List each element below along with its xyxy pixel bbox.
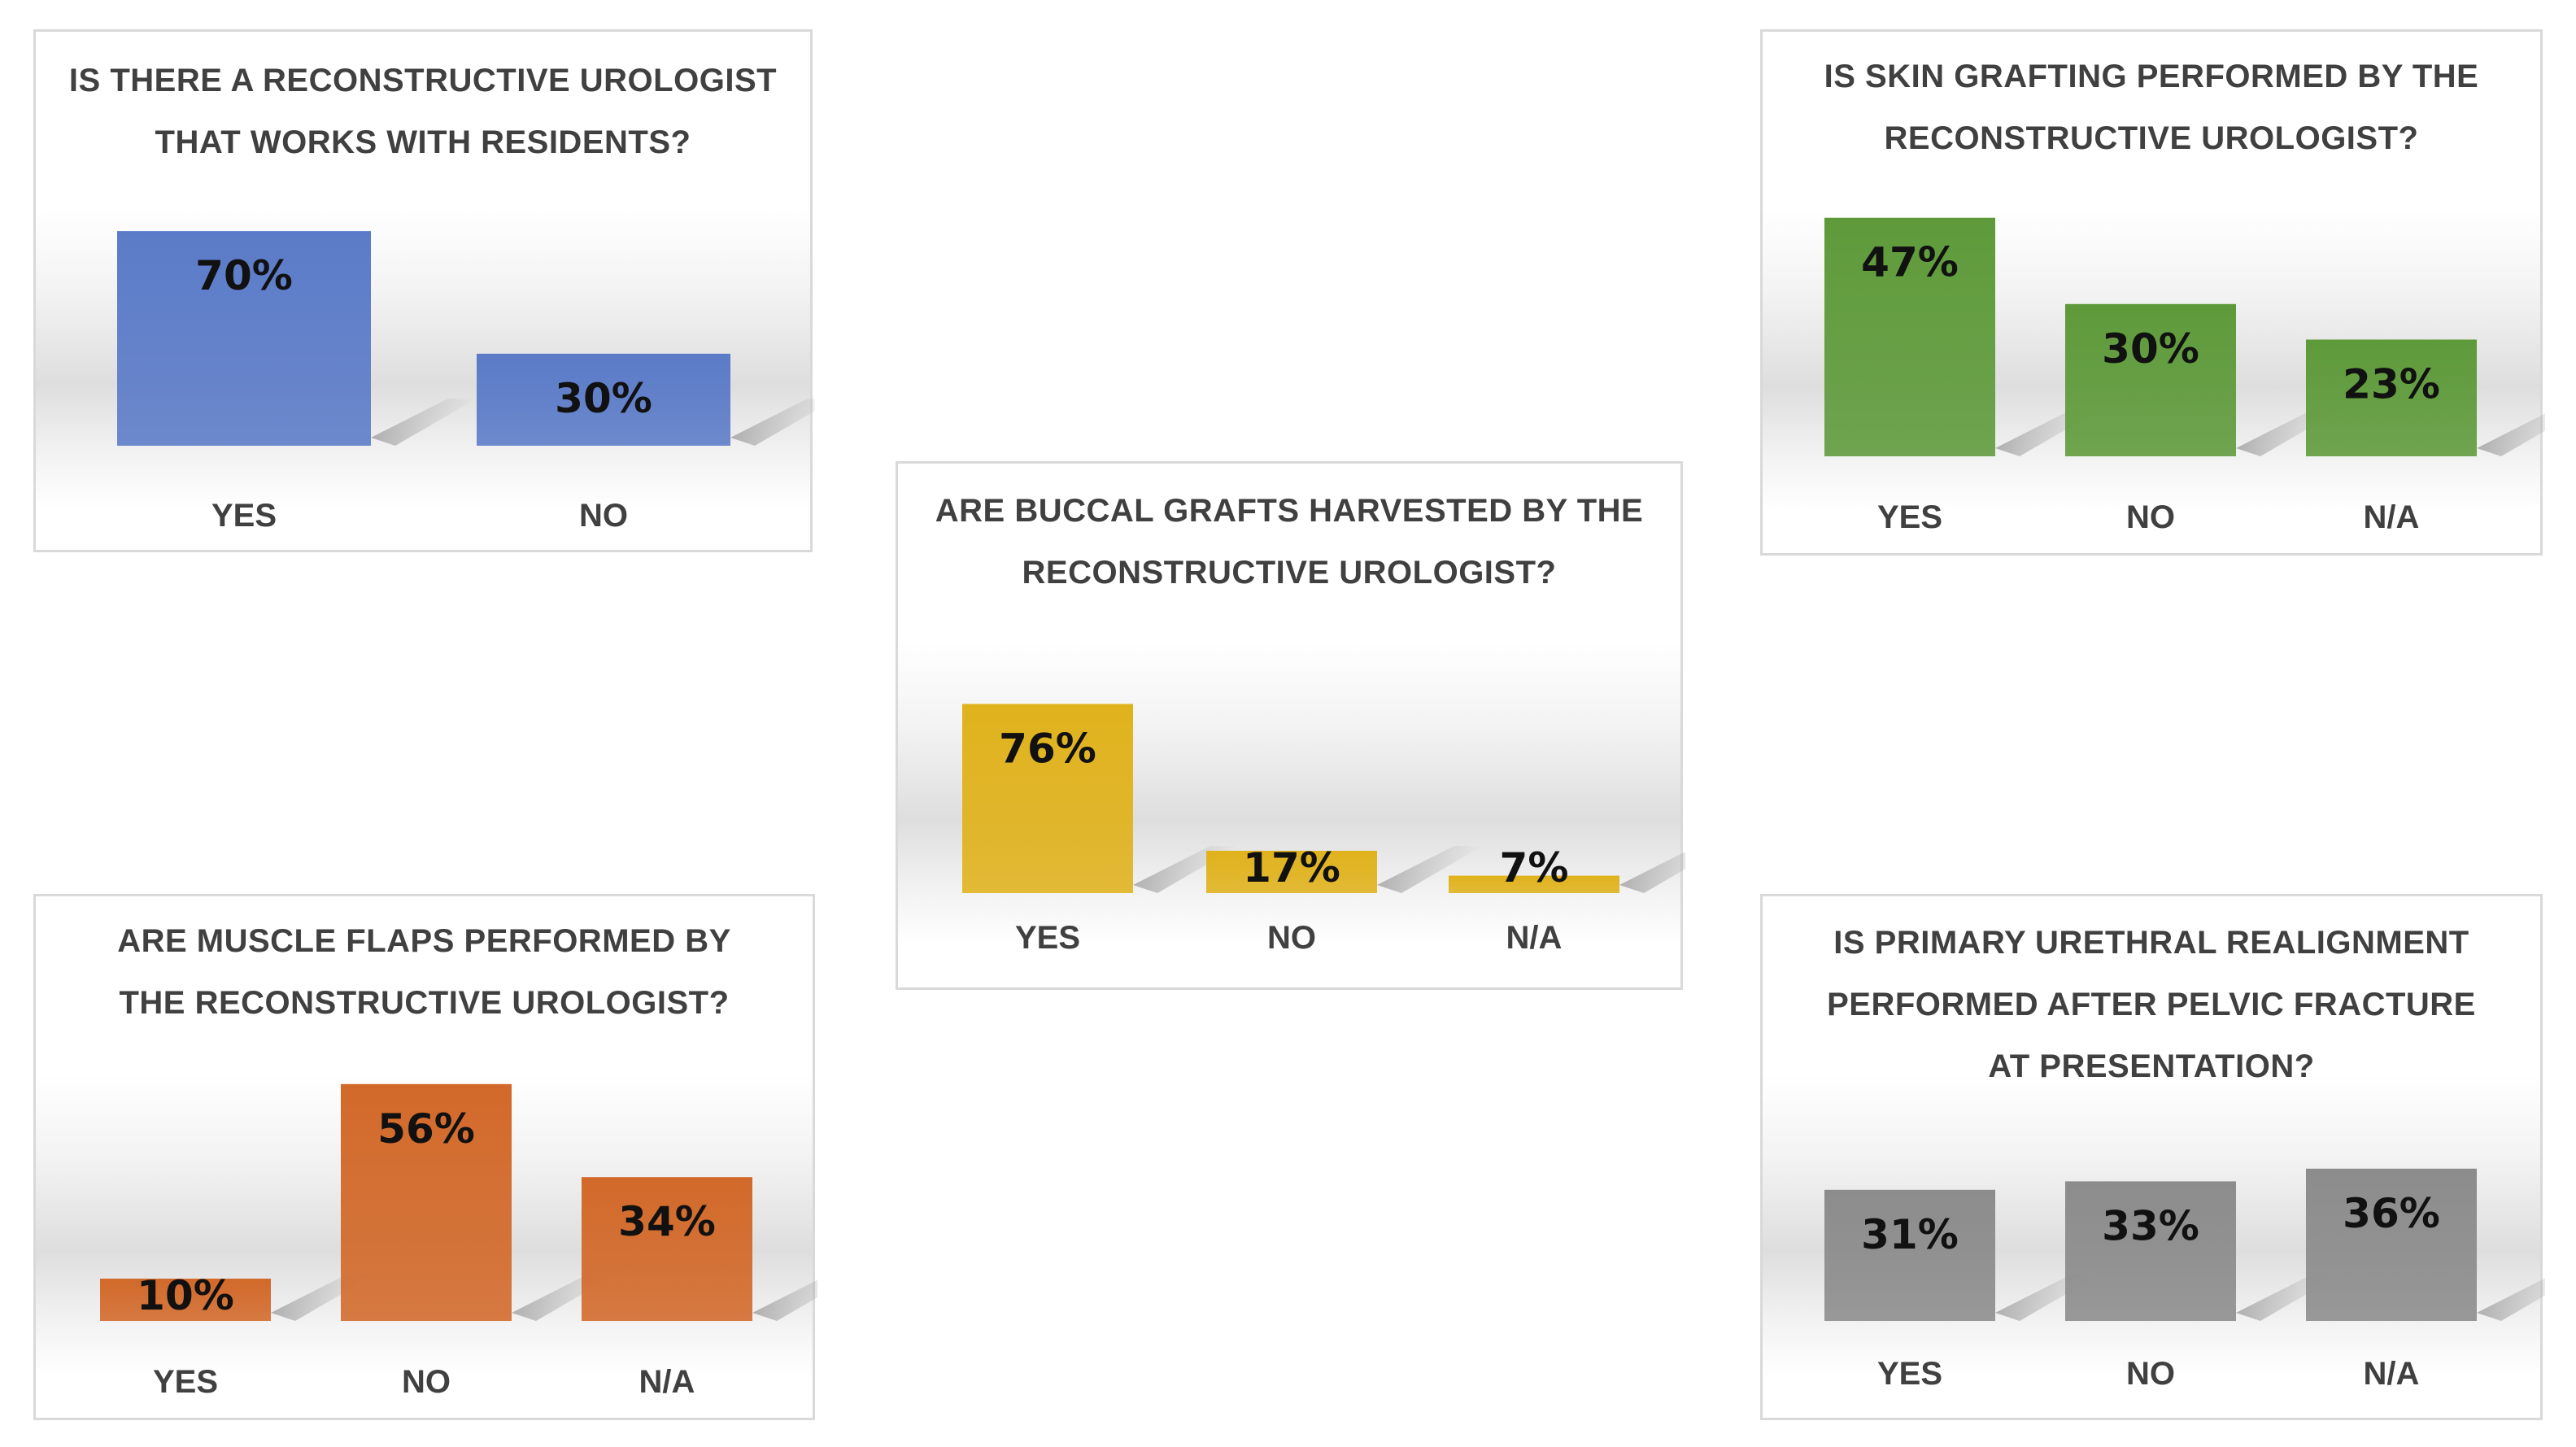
bar (2065, 1181, 2236, 1321)
category-label: N/A (2364, 1356, 2420, 1392)
chart-muscle-flaps: ARE MUSCLE FLAPS PERFORMED BY THE RECONS… (33, 894, 817, 1420)
bar-shadow (371, 399, 477, 446)
category-label: YES (1015, 920, 1080, 956)
data-label: 47% (1861, 239, 1959, 286)
category-label: YES (1877, 1356, 1942, 1392)
bar (1824, 1189, 1995, 1321)
chart-title-line: ARE MUSCLE FLAPS PERFORMED BY (117, 923, 731, 959)
chart-title-line: IS SKIN GRAFTING PERFORMED BY THE (1824, 59, 2479, 94)
chart-title: IS SKIN GRAFTING PERFORMED BY THE RECONS… (1763, 46, 2540, 169)
bar (582, 1177, 752, 1321)
bar-shadow (2477, 413, 2545, 456)
category-label: NO (579, 498, 628, 534)
bar-chart: 47% YES 30% NO 23% N/A (1824, 217, 2545, 535)
category-label: NO (1267, 920, 1316, 956)
chart-title-line: THAT WORKS WITH RESIDENTS? (155, 124, 691, 160)
category-label: YES (211, 498, 277, 534)
data-label: 33% (2102, 1202, 2199, 1249)
category-label: NO (2126, 1356, 2175, 1392)
chart-title: ARE MUSCLE FLAPS PERFORMED BY THE RECONS… (36, 910, 813, 1034)
chart-title-line: PERFORMED AFTER PELVIC FRACTURE (1827, 987, 2476, 1022)
bar (100, 1279, 271, 1321)
bar (2306, 339, 2477, 456)
bar (962, 704, 1133, 893)
data-label: 56% (377, 1105, 475, 1153)
category-label: N/A (1506, 920, 1563, 956)
bar (1206, 850, 1377, 893)
category-label: YES (153, 1364, 218, 1400)
chart-buccal-grafts: ARE BUCCAL GRAFTS HARVESTED BY THE RECON… (896, 461, 1685, 990)
bar (1824, 217, 1995, 456)
bar-shadow (2477, 1278, 2545, 1321)
category-label: N/A (2364, 499, 2420, 535)
data-label: 36% (2343, 1190, 2440, 1237)
category-label: YES (1877, 499, 1942, 535)
bar-chart: 10% YES 56% NO 34% N/A (100, 1083, 817, 1400)
chart-title-line: ARE BUCCAL GRAFTS HARVESTED BY THE (935, 493, 1644, 529)
bar (2306, 1168, 2477, 1321)
data-label: 30% (2102, 325, 2199, 373)
data-label: 30% (555, 375, 652, 422)
bar (2065, 303, 2236, 456)
chart-title: IS PRIMARY URETHRAL REALIGNMENT PERFORME… (1763, 912, 2540, 1097)
bar-shadow (730, 399, 815, 446)
data-label: 34% (618, 1198, 716, 1245)
bar (117, 231, 371, 446)
chart-skin-grafting: IS SKIN GRAFTING PERFORMED BY THE RECONS… (1760, 29, 2545, 556)
bar-shadow (1377, 846, 1483, 893)
bar-shadow (752, 1279, 817, 1321)
chart-title-line: RECONSTRUCTIVE UROLOGIST? (1884, 120, 2419, 156)
bar (341, 1083, 512, 1321)
category-label: NO (402, 1364, 451, 1400)
chart-title: IS THERE A RECONSTRUCTIVE UROLOGIST THAT… (36, 50, 810, 173)
bar-chart: 70% YES 30% NO (117, 231, 815, 534)
chart-title-line: AT PRESENTATION? (1988, 1048, 2315, 1084)
data-label: 7% (1500, 844, 1569, 891)
category-label: NO (2126, 499, 2175, 535)
chart-title-line: IS THERE A RECONSTRUCTIVE UROLOGIST (68, 63, 778, 98)
data-label: 70% (195, 252, 293, 299)
chart-title-line: THE RECONSTRUCTIVE UROLOGIST? (119, 985, 730, 1021)
data-label: 76% (999, 725, 1096, 772)
bar (1449, 875, 1619, 893)
bar-shadow (1619, 852, 1685, 893)
bar-chart: 31% YES 33% NO 36% N/A (1824, 1168, 2545, 1392)
chart-urethral-realignment: IS PRIMARY URETHRAL REALIGNMENT PERFORME… (1760, 894, 2545, 1420)
chart-title: ARE BUCCAL GRAFTS HARVESTED BY THE RECON… (898, 480, 1680, 604)
category-label: N/A (639, 1364, 695, 1400)
chart-title-line: IS PRIMARY URETHRAL REALIGNMENT (1833, 925, 2469, 961)
data-label: 31% (1861, 1211, 1959, 1258)
chart-title-line: RECONSTRUCTIVE UROLOGIST? (1022, 555, 1557, 591)
chart-residents: IS THERE A RECONSTRUCTIVE UROLOGIST THAT… (33, 29, 815, 552)
data-label: 17% (1243, 844, 1340, 891)
bar (477, 353, 730, 446)
data-label: 23% (2343, 360, 2440, 408)
data-label: 10% (137, 1272, 234, 1319)
bar-chart: 76% YES 17% NO 7% N/A (962, 704, 1685, 956)
